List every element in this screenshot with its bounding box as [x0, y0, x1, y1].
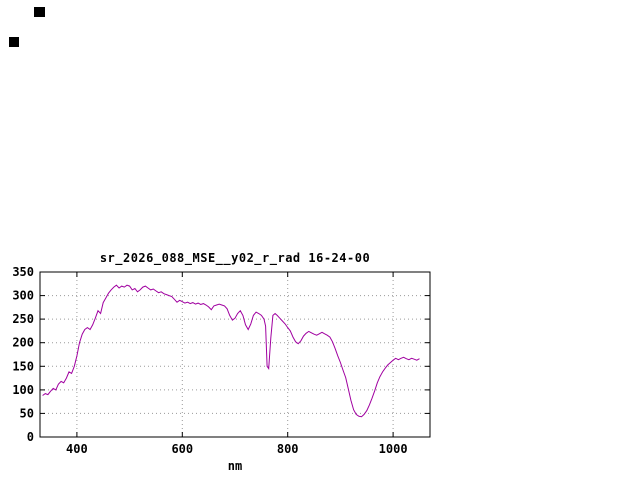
- x-tick-label: 400: [66, 442, 88, 456]
- plot-border: [39, 271, 431, 438]
- y-tick-label: 100: [12, 383, 34, 397]
- x-tick-label: 1000: [379, 442, 408, 456]
- x-tick-label: 800: [277, 442, 299, 456]
- x-axis-label: nm: [228, 459, 242, 473]
- y-tick-label: 150: [12, 359, 34, 373]
- y-tick-label: 200: [12, 336, 34, 350]
- y-tick-label: 250: [12, 312, 34, 326]
- x-tick-label: 600: [171, 442, 193, 456]
- y-tick-label: 50: [20, 406, 34, 420]
- y-tick-label: 350: [12, 265, 34, 279]
- y-tick-label: 0: [27, 430, 34, 444]
- block-cursor-marker-1: [34, 7, 45, 17]
- block-cursor-marker-2: [9, 37, 19, 47]
- chart-title: sr_2026_088_MSE__y02_r_rad 16-24-00: [100, 251, 370, 266]
- y-tick-label: 300: [12, 289, 34, 303]
- spectrum-curve: [42, 284, 420, 418]
